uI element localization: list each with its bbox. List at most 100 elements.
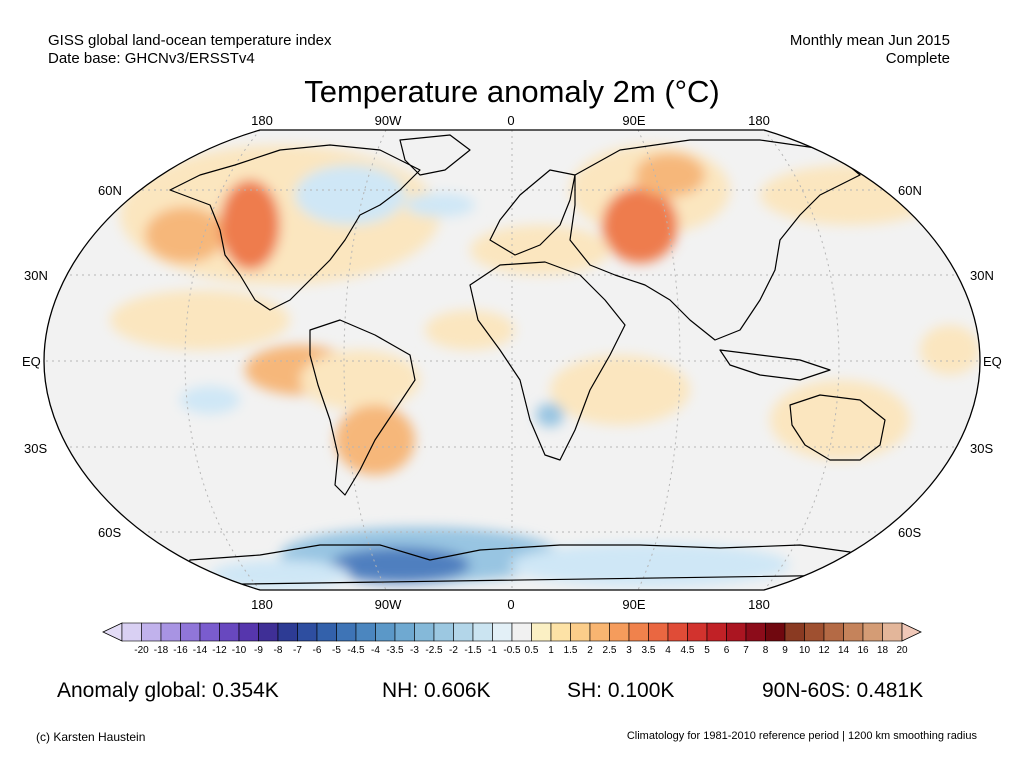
colorbar-label: 14	[837, 645, 850, 656]
colorbar-label: -12	[212, 645, 227, 656]
colorbar-cell	[687, 622, 708, 642]
colorbar-cell	[882, 622, 903, 642]
database-label: Date base: GHCNv3/ERSSTv4	[48, 50, 255, 67]
colorbar-label: 6	[723, 645, 730, 656]
dataset-title: GISS global land-ocean temperature index	[48, 32, 332, 49]
lat-label-left-30s: 30S	[24, 441, 48, 456]
colorbar	[102, 622, 922, 642]
lon-label-top-180w: 180	[251, 113, 273, 128]
colorbar-cell	[258, 622, 279, 642]
lon-label-top-90w: 90W	[374, 113, 402, 128]
colorbar-label: -4.5	[347, 645, 365, 656]
credit: (c) Karsten Haustein	[36, 730, 146, 744]
colorbar-label: -10	[231, 645, 247, 656]
warm-patch-atlantic-tropic	[425, 310, 515, 350]
colorbar-label: 4	[665, 645, 671, 656]
colorbar-label: 20	[896, 645, 908, 656]
colorbar-cell	[628, 622, 649, 642]
band-anomaly: 90N-60S: 0.481K	[762, 679, 924, 702]
colorbar-labels: -20 -18 -16 -14 -12 -10 -9 -8 -7 -6 -5 -4.5 -4 -3.5 -3…	[0, 645, 1024, 659]
lat-label-left-60n: 60N	[98, 183, 122, 198]
lon-label-bottom-0: 0	[507, 597, 515, 612]
colorbar-cell	[433, 622, 454, 642]
africa	[469, 261, 626, 461]
colorbar-label: 9	[782, 645, 788, 656]
colorbar-label: -6	[312, 645, 322, 656]
colorbar-cell	[804, 622, 825, 642]
colorbar-label: -1	[488, 645, 497, 656]
cool-patch-ross-sea	[210, 560, 350, 590]
colorbar-cell	[472, 622, 493, 642]
colorbar-label: -4	[371, 645, 380, 656]
colorbar-label: -3.5	[386, 645, 404, 656]
colorbar-label: 18	[876, 645, 889, 656]
colorbar-label: 5	[704, 645, 710, 656]
lat-label-right-30n: 30N	[970, 268, 994, 283]
warm-patch-subtropic-pacific	[110, 290, 290, 350]
lon-label-top-180e: 180	[748, 113, 770, 128]
colorbar-label: 3.5	[641, 645, 656, 656]
lon-label-top-90e: 90E	[622, 113, 646, 128]
lat-label-left-30n: 30N	[24, 268, 48, 283]
global-anomaly: Anomaly global: 0.354K	[57, 679, 279, 702]
colorbar-label: -1.5	[464, 645, 482, 656]
colorbar-cell	[511, 622, 532, 642]
colorbar-label: -0.5	[503, 645, 521, 656]
cool-patch-south-pacific	[180, 386, 240, 414]
colorbar-label: -8	[273, 645, 283, 656]
colorbar-label: 0.5	[524, 645, 539, 656]
cool-patch-southern-africa	[536, 403, 564, 427]
colorbar-cell	[336, 622, 357, 642]
map-title: Temperature anomaly 2m (°C)	[304, 74, 720, 109]
cool-patch-weddell	[330, 547, 470, 583]
period-label: Monthly mean Jun 2015	[789, 32, 950, 49]
colorbar-cell	[648, 622, 669, 642]
colorbar-label: 3	[626, 645, 632, 656]
cool-patch-hudson	[295, 165, 405, 225]
colorbar-cell	[219, 622, 240, 642]
colorbar-cell	[550, 622, 571, 642]
lon-label-bottom-180e: 180	[748, 597, 770, 612]
colorbar-label: -16	[173, 645, 188, 656]
colorbar-cell	[238, 622, 259, 642]
cool-patch-antarctica-east	[510, 543, 790, 587]
colorbar-cells	[121, 622, 903, 642]
colorbar-cell	[121, 622, 142, 642]
colorbar-cell	[414, 622, 435, 642]
colorbar-label: 4.5	[680, 645, 695, 656]
colorbar-cell	[316, 622, 337, 642]
colorbar-left-arrow	[102, 622, 123, 642]
anomaly-field	[110, 145, 980, 590]
colorbar-right-arrow	[901, 622, 922, 642]
warm-patch-nw-america	[220, 180, 280, 270]
australia	[789, 394, 886, 461]
colorbar-cell	[843, 622, 864, 642]
lat-label-left-eq: EQ	[22, 354, 41, 369]
warm-patch-amazon	[300, 350, 420, 410]
colorbar-cell	[784, 622, 805, 642]
colorbar-label: -9	[254, 645, 263, 656]
colorbar-cell	[862, 622, 883, 642]
colorbar-label: -14	[192, 645, 208, 656]
indonesia	[719, 349, 831, 381]
colorbar-cell	[765, 622, 786, 642]
colorbar-label: 1	[548, 645, 554, 656]
cool-patch-north-atlantic	[405, 193, 475, 217]
colorbar-cell	[199, 622, 220, 642]
colorbar-cell	[745, 622, 766, 642]
warm-patch-central-pacific	[920, 325, 980, 375]
lat-label-left-60s: 60S	[98, 525, 122, 540]
colorbar-cell	[141, 622, 162, 642]
colorbar-label: -7	[293, 645, 302, 656]
colorbar-cell	[492, 622, 513, 642]
lon-label-top-0: 0	[507, 113, 515, 128]
lat-label-right-60s: 60S	[898, 525, 922, 540]
lat-label-right-30s: 30S	[970, 441, 994, 456]
colorbar-label: -18	[153, 645, 169, 656]
lon-label-bottom-90w: 90W	[374, 597, 402, 612]
colorbar-cell	[180, 622, 201, 642]
colorbar-cell	[823, 622, 844, 642]
colorbar-cell	[453, 622, 474, 642]
lat-label-right-60n: 60N	[898, 183, 922, 198]
colorbar-label: 8	[762, 645, 769, 656]
